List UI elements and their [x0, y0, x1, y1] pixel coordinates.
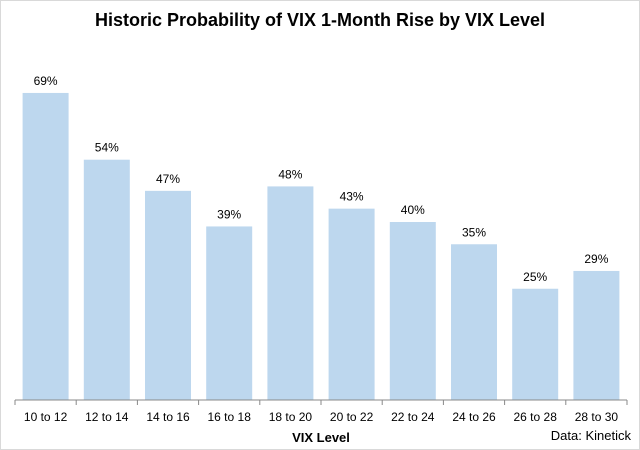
data-label: 40% — [401, 203, 425, 217]
data-label: 69% — [34, 74, 58, 88]
data-label: 54% — [95, 141, 119, 155]
x-tick-label: 28 to 30 — [575, 410, 619, 424]
x-tick-label: 26 to 28 — [514, 410, 558, 424]
bar-26-to-28 — [512, 288, 559, 400]
x-tick-label: 18 to 20 — [269, 410, 313, 424]
bar-28-to-30 — [573, 270, 620, 400]
x-tick-label: 20 to 22 — [330, 410, 374, 424]
bar-24-to-26 — [451, 244, 497, 400]
x-tick-label: 16 to 18 — [208, 410, 252, 424]
bar-20-to-22 — [328, 208, 375, 400]
source-note: Data: Kinetick — [550, 428, 631, 443]
data-label: 39% — [217, 207, 241, 221]
data-label: 29% — [584, 252, 608, 266]
x-tick-label: 14 to 16 — [146, 410, 190, 424]
bar-12-to-14 — [83, 159, 130, 400]
chart-title: Historic Probability of VIX 1-Month Rise… — [94, 10, 546, 30]
bar-16-to-18 — [206, 226, 253, 400]
bar-22-to-24 — [389, 222, 436, 400]
data-labels: 69% 54% 47% 39% 48% 43% 40% 35% 25% 29% — [34, 74, 609, 284]
data-label: 25% — [523, 270, 547, 284]
bar-14-to-16 — [145, 190, 191, 400]
x-tick-label: 10 to 12 — [24, 410, 68, 424]
x-tick-labels: 10 to 12 12 to 14 14 to 16 16 to 18 18 to 20… — [24, 410, 618, 424]
bar-18-to-20 — [267, 186, 314, 400]
bar-10-to-12 — [22, 92, 69, 400]
x-tick-label: 22 to 24 — [391, 410, 435, 424]
data-label: 48% — [278, 167, 302, 181]
data-label: 43% — [340, 190, 364, 204]
data-label: 35% — [462, 225, 486, 239]
x-axis-ticks — [14, 400, 628, 405]
bar-series — [22, 92, 620, 400]
x-tick-label: 12 to 14 — [85, 410, 129, 424]
data-label: 47% — [156, 172, 180, 186]
x-tick-label: 24 to 26 — [452, 410, 496, 424]
x-axis-title: VIX Level — [292, 430, 350, 445]
